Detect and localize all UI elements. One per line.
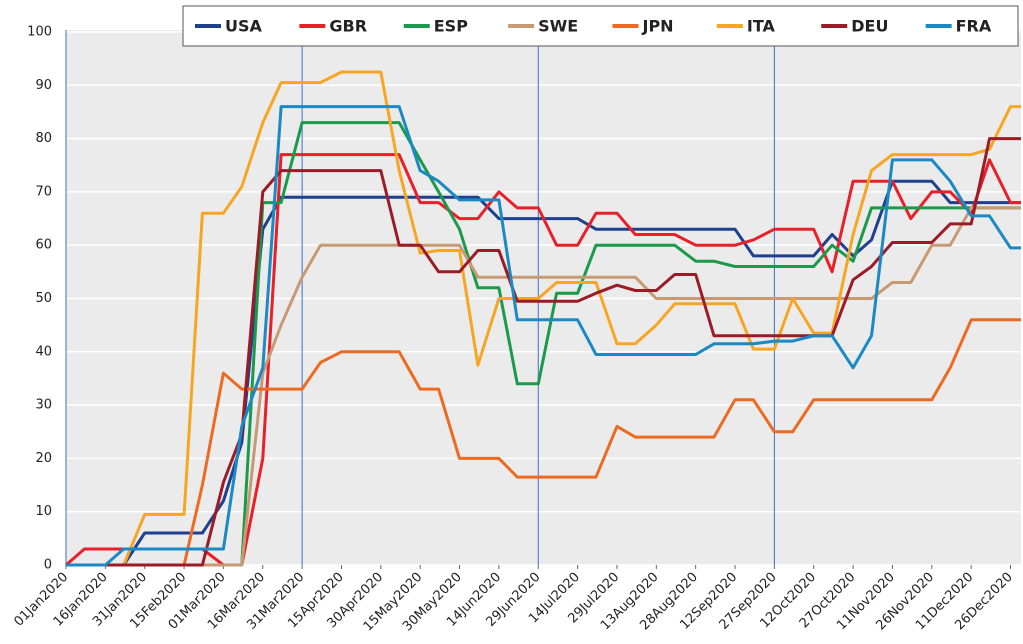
y-tick-label: 60 — [35, 238, 52, 253]
legend-label: DEU — [851, 17, 888, 36]
plot-background — [66, 30, 1021, 565]
legend: USA GBR ESP SWE JPN ITA DEU FRA — [182, 5, 1019, 47]
series-line — [66, 137, 1021, 567]
legend-label: ITA — [747, 17, 776, 36]
legend-label: SWE — [538, 17, 578, 36]
y-tick-label: 50 — [35, 291, 52, 306]
legend-label: JPN — [642, 17, 674, 36]
legend-label: GBR — [329, 17, 367, 36]
y-tick-label: 20 — [35, 451, 52, 466]
y-tick-label: 0 — [44, 558, 52, 573]
series-line — [66, 70, 1021, 567]
y-tick-label: 70 — [35, 184, 52, 199]
legend-label: FRA — [956, 17, 992, 36]
series-line — [66, 206, 1021, 567]
y-tick-label: 90 — [35, 78, 52, 93]
series-line — [66, 318, 1021, 567]
y-tick-label: 30 — [35, 398, 52, 413]
legend-label: USA — [225, 17, 263, 36]
series-line — [66, 179, 1021, 567]
legend-label: ESP — [434, 17, 468, 36]
y-tick-label: 80 — [35, 131, 52, 146]
y-tick-label: 10 — [35, 504, 52, 519]
series-line — [66, 105, 1021, 567]
y-tick-label: 40 — [35, 344, 52, 359]
y-tick-label: 100 — [27, 25, 52, 40]
